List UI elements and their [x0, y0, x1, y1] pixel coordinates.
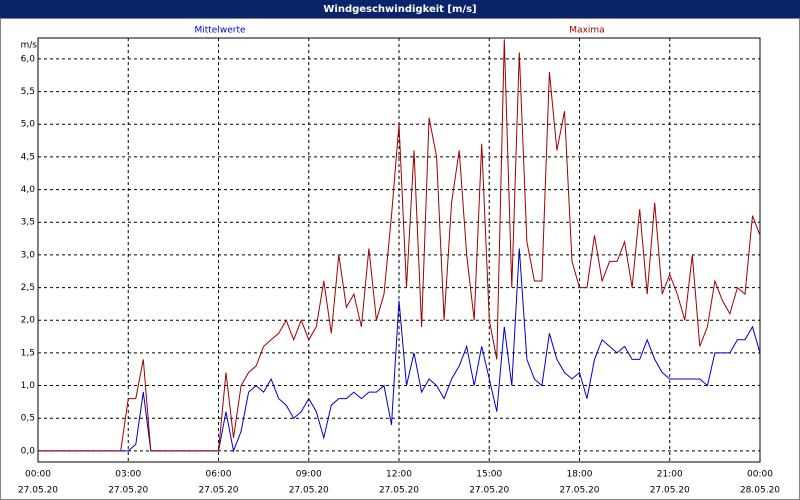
x-tick-label: 12:00	[386, 470, 412, 480]
legend-label: Mittelwerte	[194, 26, 245, 36]
x-tick-date: 27.05.20	[198, 486, 238, 496]
x-tick-date: 27.05.20	[18, 486, 58, 496]
x-tick-label: 00:00	[25, 470, 51, 480]
y-tick-label: 1,0	[21, 381, 36, 391]
y-tick-label: 5,0	[21, 120, 36, 130]
x-tick-date: 27.05.20	[650, 486, 690, 496]
data-line	[38, 39, 761, 452]
y-tick-label: 1,5	[21, 348, 35, 358]
x-tick-date: 27.05.20	[559, 486, 599, 496]
y-tick-label: 4,5	[21, 152, 35, 162]
x-tick-label: 06:00	[206, 470, 232, 480]
x-tick-date: 27.05.20	[379, 486, 419, 496]
x-tick-label: 15:00	[476, 470, 502, 480]
x-tick-date: 28.05.20	[740, 486, 780, 496]
legend-label: Maxima	[569, 26, 604, 36]
chart-title: Windgeschwindigkeit [m/s]	[323, 4, 476, 15]
x-tick-label: 21:00	[657, 470, 683, 480]
x-tick-label: 03:00	[115, 470, 141, 480]
y-tick-label: 0,0	[21, 446, 36, 456]
y-axis-label: m/s	[21, 41, 38, 51]
title-bar	[0, 0, 800, 18]
x-tick-date: 27.05.20	[108, 486, 148, 496]
y-tick-label: 2,5	[21, 283, 35, 293]
x-tick-label: 18:00	[567, 470, 593, 480]
x-tick-date: 27.05.20	[289, 486, 329, 496]
y-tick-label: 6,0	[21, 54, 36, 64]
y-tick-label: 0,5	[21, 414, 35, 424]
y-tick-label: 3,0	[21, 250, 36, 260]
x-tick-date: 27.05.20	[469, 486, 509, 496]
y-tick-label: 3,5	[21, 218, 35, 228]
y-tick-label: 5,5	[21, 87, 35, 97]
x-tick-label: 09:00	[296, 470, 322, 480]
y-tick-label: 4,0	[21, 185, 36, 195]
y-tick-label: 2,0	[21, 316, 36, 326]
x-tick-label: 00:00	[747, 470, 773, 480]
